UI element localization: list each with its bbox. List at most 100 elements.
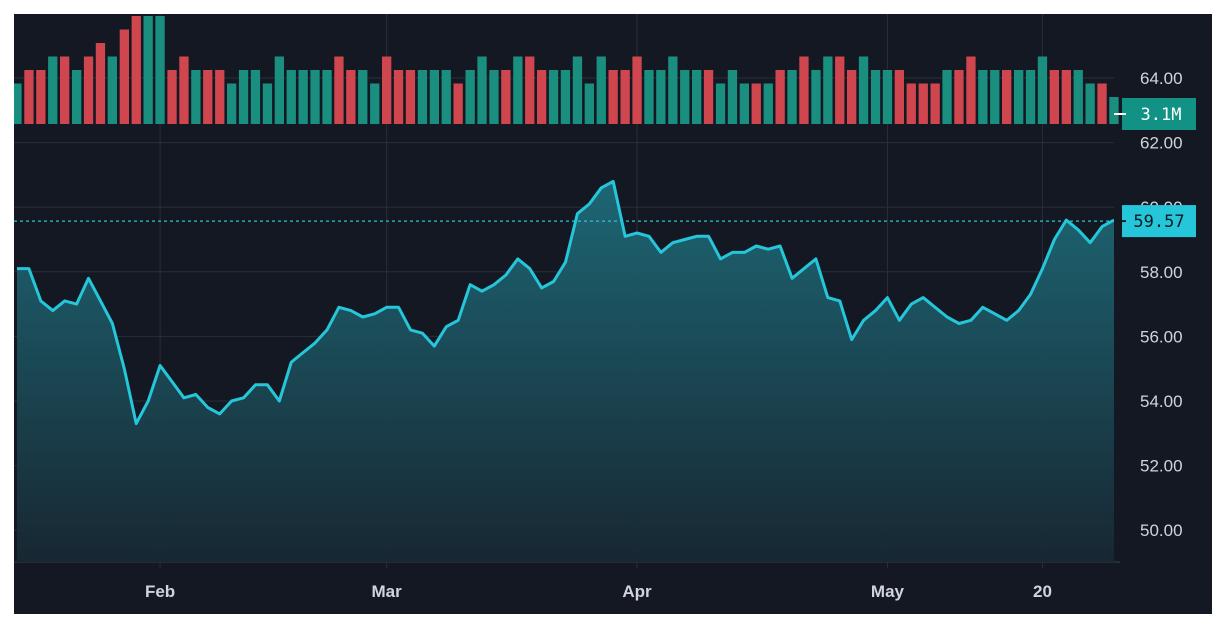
last-volume-badge xyxy=(1122,98,1196,130)
volume-bar xyxy=(978,70,988,124)
volume-bar xyxy=(858,56,869,124)
volume-bar xyxy=(382,56,392,124)
volume-bar xyxy=(417,70,428,124)
volume-bar xyxy=(930,83,940,124)
volume-bar xyxy=(1025,70,1036,124)
x-tick-label: May xyxy=(871,582,905,601)
volume-bar xyxy=(644,70,654,124)
y-tick-label: 50.00 xyxy=(1140,521,1183,540)
volume-bar xyxy=(835,56,845,124)
volume-bar xyxy=(334,56,344,124)
x-tick-label: 20 xyxy=(1033,582,1052,601)
volume-bar xyxy=(167,70,177,124)
price-area-fill xyxy=(17,181,1114,562)
volume-bar xyxy=(537,70,547,124)
price-area xyxy=(17,181,1114,562)
last-price-label: 59.57 xyxy=(1133,212,1184,232)
volume-bar xyxy=(14,83,22,124)
volume-bar xyxy=(453,83,463,124)
volume-bar xyxy=(72,70,82,124)
volume-bar xyxy=(119,29,129,124)
volume-bar xyxy=(620,70,630,124)
volume-bar xyxy=(680,70,690,124)
last-volume-label: 3.1M xyxy=(1141,105,1182,125)
volume-bar xyxy=(739,83,749,124)
price-chart[interactable]: 50.0052.0054.0056.0058.0060.0062.0064.00… xyxy=(14,14,1212,614)
volume-bar xyxy=(525,56,535,124)
chart-frame: 50.0052.0054.0056.0058.0060.0062.0064.00… xyxy=(14,14,1212,614)
x-tick-label: Mar xyxy=(372,582,403,601)
volume-bar xyxy=(942,70,952,124)
volume-bar xyxy=(298,70,308,124)
volume-bars xyxy=(14,16,1119,124)
volume-bar xyxy=(95,43,106,124)
volume-bar xyxy=(155,16,165,124)
volume-bar xyxy=(548,70,559,124)
volume-bar xyxy=(501,70,511,124)
volume-bar xyxy=(477,56,487,124)
volume-bar xyxy=(799,56,809,124)
volume-bar xyxy=(811,70,821,124)
volume-bar xyxy=(36,70,46,124)
volume-bar xyxy=(441,70,451,124)
y-tick-label: 56.00 xyxy=(1140,327,1183,346)
volume-bar xyxy=(60,56,70,124)
volume-bar xyxy=(1097,83,1107,124)
volume-bar xyxy=(966,56,976,124)
price-line xyxy=(14,179,1120,426)
volume-bar xyxy=(393,70,404,124)
volume-bar xyxy=(322,70,332,124)
volume-bar xyxy=(847,70,857,124)
volume-bar xyxy=(918,83,928,124)
volume-bar xyxy=(763,83,773,124)
volume-bar xyxy=(715,83,726,124)
volume-bar xyxy=(191,70,201,124)
volume-bar xyxy=(262,83,273,124)
volume-bar xyxy=(489,70,499,124)
volume-bar xyxy=(203,70,213,124)
y-tick-label: 52.00 xyxy=(1140,457,1183,476)
volume-bar xyxy=(131,16,141,124)
volume-bar xyxy=(1061,70,1071,124)
volume-bar xyxy=(250,70,261,124)
volume-bar xyxy=(83,56,94,124)
volume-bar xyxy=(775,70,785,124)
volume-bar xyxy=(632,56,642,124)
volume-bar xyxy=(107,56,117,124)
last-price-badge xyxy=(1122,205,1196,238)
volume-bar xyxy=(572,56,583,124)
volume-bar xyxy=(882,70,893,124)
volume-bar xyxy=(906,83,916,124)
volume-bar xyxy=(465,70,475,124)
volume-bar xyxy=(370,83,380,124)
volume-bar xyxy=(560,70,571,124)
volume-bar xyxy=(870,70,881,124)
volume-bar xyxy=(823,56,833,124)
volume-bar xyxy=(24,70,34,124)
volume-bar xyxy=(358,70,368,124)
volume-bar xyxy=(227,83,237,124)
volume-bar xyxy=(656,70,666,124)
volume-bar xyxy=(751,83,761,124)
volume-bar xyxy=(1037,56,1048,124)
volume-bar xyxy=(596,56,606,124)
volume-bar xyxy=(238,70,249,124)
volume-bar xyxy=(274,56,284,124)
price-line-path xyxy=(17,179,1115,426)
y-tick-label: 64.00 xyxy=(1140,69,1183,88)
volume-bar xyxy=(346,70,356,124)
volume-bar xyxy=(894,70,904,124)
volume-bar xyxy=(954,70,964,124)
y-tick-label: 54.00 xyxy=(1140,392,1183,411)
volume-bar xyxy=(1073,70,1083,124)
volume-bar xyxy=(1014,70,1024,124)
volume-bar xyxy=(703,70,714,124)
volume-bar xyxy=(608,70,618,124)
volume-bar xyxy=(787,70,797,124)
volume-bar xyxy=(1049,70,1059,124)
price-badges: 59.57 3.1M xyxy=(1114,98,1196,238)
volume-bar xyxy=(1085,83,1095,124)
volume-bar xyxy=(143,16,153,124)
volume-bar xyxy=(286,70,296,124)
volume-bar xyxy=(215,70,225,124)
